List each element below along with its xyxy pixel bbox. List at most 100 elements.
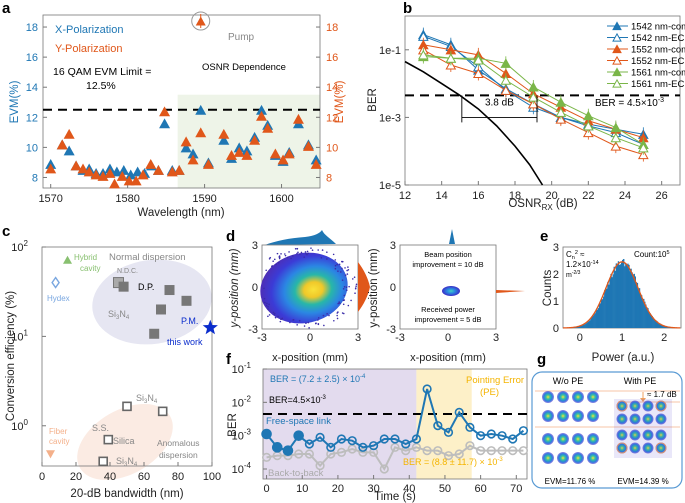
y-tick-label-d: 0 [390, 282, 396, 294]
histogram-bar [610, 273, 612, 328]
normal-dispersion-point [118, 281, 129, 292]
anomalous-label-1: Anomalous [157, 438, 200, 448]
x-tick-label-d: 0 [445, 332, 451, 344]
y-tick-label-d: 3 [252, 240, 258, 252]
y-polarization-point [159, 106, 171, 117]
pointing-error-label-1: Pointing Error [466, 375, 524, 386]
scatter-sample [272, 311, 275, 314]
y-polarization-point [241, 149, 253, 160]
y-tick-label-d: 0 [252, 282, 258, 294]
histogram-bar [591, 316, 593, 328]
data-point-1561-nm-comb [555, 97, 567, 107]
y-polarization-point [283, 148, 295, 159]
evm-with-pe: EVM=14.39 % [617, 477, 668, 486]
corner-highlight-ring [616, 442, 628, 454]
y-tick-label-left-a: 8 [32, 172, 38, 184]
scatter-sample [317, 323, 320, 325]
scatter-sample [317, 249, 319, 251]
constellation-point [629, 429, 641, 441]
data-point-Back-to-back [454, 449, 464, 459]
x-tick-label-c: 40 [104, 471, 116, 483]
data-point-Free-space-link [476, 431, 486, 441]
scatter-sample [281, 317, 284, 320]
scatter-sample [274, 316, 277, 319]
x-axis-label-f: Time (s) [374, 491, 416, 503]
panel-f: f 10-110-210-310-4 0 10 20 30 40 50 60 70 BER =… [226, 351, 529, 503]
pointing-error-region [416, 369, 472, 479]
scatter-sample [271, 265, 274, 267]
scatter-sample [299, 253, 301, 255]
x-axis-label-e: Power (a.u.) [592, 352, 655, 364]
y-tick-label-b: 1e-1 [379, 45, 401, 57]
y-axis-label-f: BER [227, 413, 239, 437]
scatter-sample [320, 256, 323, 259]
x-polarization-point [118, 164, 130, 175]
y-tick-label-d: 3 [390, 240, 396, 252]
x-polarization-point [180, 142, 192, 153]
scatter-sample [273, 258, 276, 261]
scatter-sample [308, 327, 310, 329]
x-polarization-point [195, 104, 207, 115]
histogram-bar [613, 266, 615, 328]
histogram-bar [640, 295, 643, 328]
y-tick-label-e: 2 [553, 269, 559, 281]
scatter-sample [341, 260, 343, 263]
x-tick-label-c: 80 [172, 471, 184, 483]
constellation-frame [531, 371, 683, 489]
data-point-Free-space-link [497, 431, 507, 441]
constellation-point [642, 400, 654, 412]
scatter-sample [336, 317, 339, 320]
x-tick-label-b: 22 [582, 190, 594, 202]
scatter-sample [350, 299, 352, 302]
data-point-Free-space-link [443, 427, 454, 437]
si3n4-anomalous-label-1: Si3N4 [136, 393, 158, 405]
scatter-sample [279, 320, 282, 323]
legend-label: 1542 nm-ECDL [631, 33, 685, 44]
cn2-label: Cn2 ≈ [566, 250, 585, 261]
data-point-Free-space-link [508, 434, 518, 444]
histogram-bar [636, 282, 639, 328]
y-tick-label-b: 1e-5 [379, 180, 401, 192]
x-axis-label-d-left: x-position (mm) [272, 352, 348, 364]
legend-b: 1542 nm-comb1542 nm-ECDL1552 nm-comb1552… [607, 21, 685, 90]
scatter-sample [265, 269, 267, 272]
data-point-Free-space-link [401, 439, 411, 449]
anomalous-dispersion-point [122, 401, 132, 412]
y-tick-label-right-a: 14 [326, 82, 338, 94]
normal-dispersion-point [156, 304, 166, 315]
dp-label: D.P. [138, 282, 154, 292]
back-to-back-label: Back-to-back [268, 468, 324, 479]
data-point-Back-to-back [294, 449, 304, 459]
y-polarization-point [262, 122, 274, 133]
pm-label: P.M. [181, 316, 198, 326]
scatter-sample [305, 252, 307, 255]
x-polarization-point [218, 134, 230, 145]
constellation-point [616, 400, 628, 412]
y-polarization-point [45, 163, 57, 174]
scatter-sample [341, 279, 344, 281]
scatter-sample [300, 251, 303, 254]
histogram-bar [625, 263, 627, 328]
y-tick-exponent-c: 0 [24, 418, 29, 427]
scatter-sample [311, 249, 314, 251]
x-polarization-point [63, 145, 75, 156]
scatter-sample [317, 317, 320, 319]
histogram-bar [600, 299, 603, 328]
y-polarization-point [310, 158, 322, 169]
histogram-bar [663, 325, 665, 328]
scatter-sample [347, 266, 349, 268]
histogram-bar [645, 304, 647, 328]
y-polarization-point [137, 169, 149, 180]
histogram-bar [642, 299, 644, 328]
scatter-sample [343, 285, 346, 288]
y-polarization-point [202, 158, 214, 169]
cn2-unit: m-2/3 [566, 270, 581, 279]
data-point-Free-space-link [518, 426, 529, 436]
scatter-sample [278, 257, 281, 260]
scatter-sample [342, 299, 345, 302]
scatter-sample [296, 252, 298, 255]
constellation-with-pe [614, 399, 672, 458]
histogram-bar [629, 271, 631, 328]
histogram-bar [614, 270, 616, 328]
legend-y-polarization: Y-Polarization [55, 43, 122, 55]
